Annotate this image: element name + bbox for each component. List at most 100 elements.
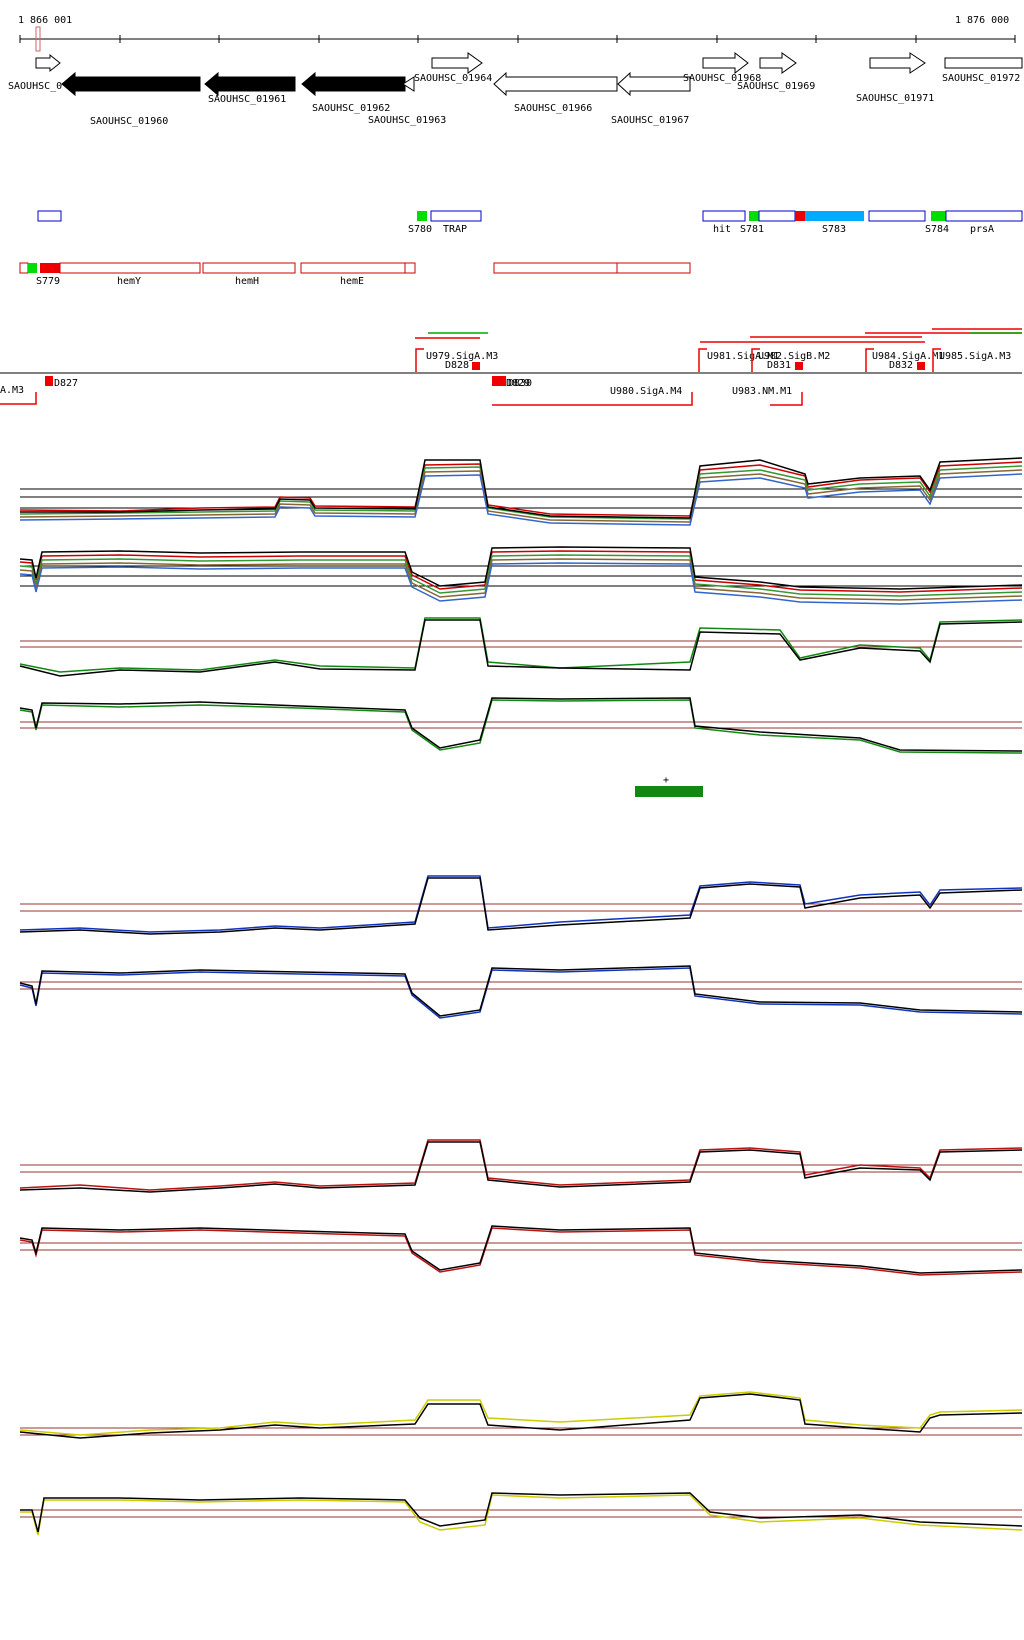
minus-feature-heme[interactable] xyxy=(300,262,406,274)
ruler-end-label: 1 876 000 xyxy=(955,15,1009,26)
minus-feature-box-3[interactable] xyxy=(493,262,618,274)
promoter-arrow-rev-2[interactable] xyxy=(492,392,693,406)
promoter-arrow-5[interactable] xyxy=(932,348,941,372)
expression-track-red-reverse xyxy=(19,1225,1023,1276)
gene-arrow-01961[interactable] xyxy=(204,71,296,97)
gene-label-01964: SAOUHSC_01964 xyxy=(414,73,492,84)
minus-feature-hemh[interactable] xyxy=(202,262,296,274)
region-bar[interactable] xyxy=(635,786,703,797)
gene-left-label: SAOUHSC_0 xyxy=(8,81,62,92)
expression-track-yellow-forward xyxy=(19,1391,1023,1439)
plus-label-s783: S783 xyxy=(822,224,846,235)
promoter-label-d829: D829 xyxy=(506,378,530,389)
promoter-label-u981: U981.SigA.M1 xyxy=(707,351,779,362)
minus-label-hemy: hemY xyxy=(117,276,141,287)
expression-track-green-forward xyxy=(19,617,1023,677)
gene-label-01967: SAOUHSC_01967 xyxy=(611,115,689,126)
coordinate-ruler: 1 866 001 1 876 000 xyxy=(18,15,1016,52)
expression-track-green-reverse xyxy=(19,697,1023,754)
plus-feature-box-3[interactable] xyxy=(868,210,926,222)
minus-feature-box-2[interactable] xyxy=(404,262,416,274)
gene-arrow-01966[interactable] xyxy=(493,71,618,97)
gene-label-01961: SAOUHSC_01961 xyxy=(208,94,286,105)
plus-feature-red[interactable] xyxy=(795,211,805,221)
gene-arrow-01972[interactable] xyxy=(944,57,1023,69)
promoter-arrow-2[interactable] xyxy=(698,348,707,372)
gene-track: SAOUHSC_0 SAOUHSC_01960 SAOUHSC_01961 SA… xyxy=(8,51,1023,127)
expression-track-blue-reverse xyxy=(19,965,1023,1019)
promoter-label-d832: D832 xyxy=(889,360,913,371)
plus-feature-s783[interactable] xyxy=(805,211,864,221)
plus-feature-hit[interactable] xyxy=(702,210,746,222)
gene-label-01972: SAOUHSC_01972 xyxy=(942,73,1020,84)
plus-label-trap: TRAP xyxy=(443,224,467,235)
plus-label-s784: S784 xyxy=(925,224,949,235)
gene-label-01960: SAOUHSC_01960 xyxy=(90,116,168,127)
gene-arrow-01968[interactable] xyxy=(702,51,749,75)
minus-feature-box[interactable] xyxy=(19,262,29,274)
promoter-arrow-rev-3[interactable] xyxy=(770,392,803,406)
plus-label-s780: S780 xyxy=(408,224,432,235)
promoter-arrow-4[interactable] xyxy=(865,348,874,372)
plus-label-prsa: prsA xyxy=(970,224,994,235)
promoter-label-u984: U984.SigA.M1 xyxy=(872,351,944,362)
minus-feature-hemy[interactable] xyxy=(59,262,201,274)
promoter-label-u980: U980.SigA.M4 xyxy=(610,386,682,397)
gene-arrow-01960[interactable] xyxy=(61,71,201,97)
promoter-label-u982: U982.SigB.M2 xyxy=(758,351,830,362)
minus-feature-green[interactable] xyxy=(28,263,37,273)
plus-feature-box-2[interactable] xyxy=(758,210,796,222)
promoter-label-d831: D831 xyxy=(767,360,791,371)
minus-label-heme: hemE xyxy=(340,276,364,287)
cursor-marker[interactable] xyxy=(35,26,41,52)
gene-arrow-01971[interactable] xyxy=(869,52,926,74)
promoter-marker-d831[interactable] xyxy=(795,362,803,370)
promoter-label-u983: U983.NM.M1 xyxy=(732,386,792,397)
gene-arrow-01964[interactable] xyxy=(431,52,483,74)
expression-track-yellow-reverse xyxy=(20,1492,1023,1536)
expression-track-multi-reverse xyxy=(19,546,1023,605)
plus-strand-track: S780 TRAP hit S781 S783 S784 prsA xyxy=(37,210,1023,235)
plus-feature-prsa[interactable] xyxy=(945,210,1023,222)
minus-strand-track: S779 hemY hemH hemE xyxy=(19,262,691,287)
promoter-label-d828: D828 xyxy=(445,360,469,371)
strand-bar: + xyxy=(635,775,703,797)
promoter-arrow[interactable] xyxy=(415,348,424,372)
gene-arrow-small[interactable] xyxy=(35,53,61,73)
gene-arrow-01963[interactable] xyxy=(402,76,415,92)
promoter-marker-d829[interactable] xyxy=(492,376,506,386)
minus-label-hemh: hemH xyxy=(235,276,259,287)
gene-label-01963: SAOUHSC_01963 xyxy=(368,115,446,126)
gene-arrow-01969[interactable] xyxy=(759,52,797,74)
plus-feature-s781[interactable] xyxy=(749,211,759,221)
plus-label-s781: S781 xyxy=(740,224,764,235)
promoter-arrow-3[interactable] xyxy=(751,348,760,372)
plus-feature-box[interactable] xyxy=(37,210,62,222)
gene-arrow-01967[interactable] xyxy=(617,71,691,97)
promoter-label-am3: A.M3 xyxy=(0,385,24,396)
minus-feature-box-4[interactable] xyxy=(616,262,691,274)
gene-arrow-01962[interactable] xyxy=(301,71,406,97)
promoter-marker-d828[interactable] xyxy=(472,362,480,370)
promoter-label-d827: D827 xyxy=(54,378,78,389)
strand-marker: + xyxy=(663,775,669,786)
plus-feature-trap[interactable] xyxy=(430,210,482,222)
gene-label-01966: SAOUHSC_01966 xyxy=(514,103,592,114)
promoter-marker-d832[interactable] xyxy=(917,362,925,370)
promoter-track: U979.SigA.M3 D828 U981.SigA.M1 U982.SigB… xyxy=(0,328,1022,406)
gene-label-01969: SAOUHSC_01969 xyxy=(737,81,815,92)
gene-label-01968: SAOUHSC_01968 xyxy=(683,73,761,84)
plus-feature-s780[interactable] xyxy=(417,211,427,221)
promoter-arrow-rev[interactable] xyxy=(0,392,37,405)
expression-track-red-forward xyxy=(19,1139,1023,1193)
expression-track-blue-forward xyxy=(19,875,1023,935)
minus-feature-s779[interactable] xyxy=(40,263,60,273)
promoter-label-d830: D830 xyxy=(508,378,532,389)
plus-label-hit: hit xyxy=(713,224,731,235)
gene-label-01962: SAOUHSC_01962 xyxy=(312,103,390,114)
promoter-label-u979: U979.SigA.M3 xyxy=(426,351,498,362)
promoter-marker-d827[interactable] xyxy=(45,376,53,386)
minus-label-s779: S779 xyxy=(36,276,60,287)
plus-feature-s784[interactable] xyxy=(931,211,946,221)
